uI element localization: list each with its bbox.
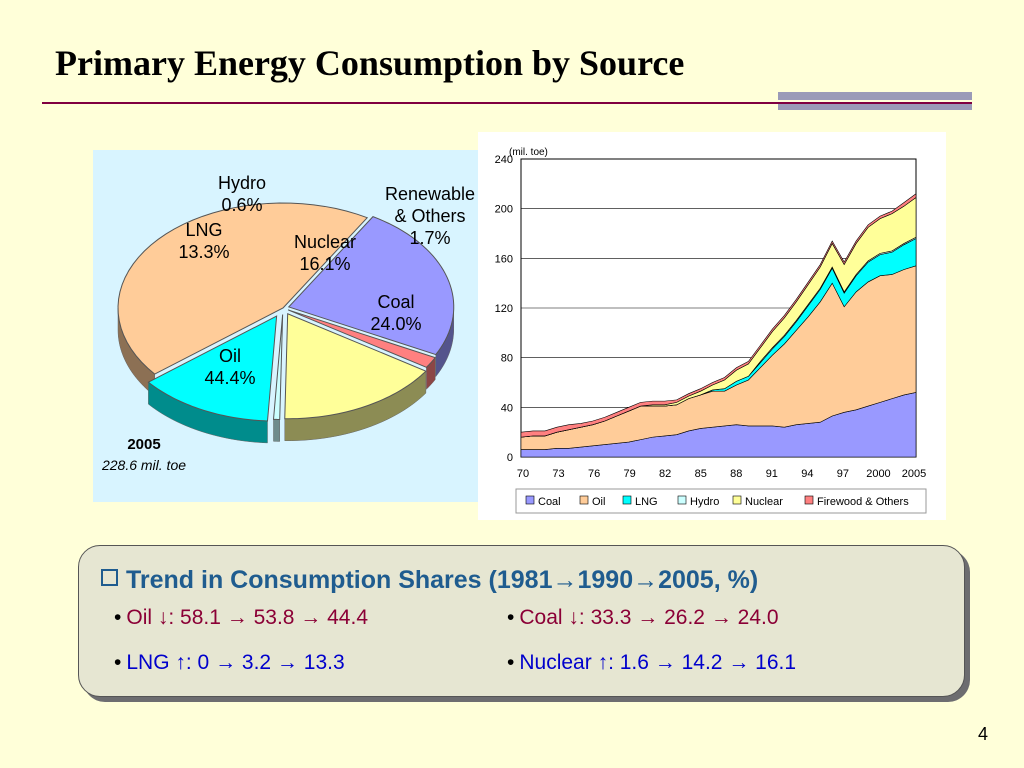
x-tick-label: 82 xyxy=(659,468,671,480)
x-tick-label: 85 xyxy=(695,468,707,480)
y-tick-label: 200 xyxy=(495,204,513,216)
trend-item-label: Coal xyxy=(519,606,563,629)
legend-swatch xyxy=(804,495,814,505)
trend-item-values: : 58.1 → 53.8 → 44.4 xyxy=(168,606,368,629)
pie-year-label: 2005 xyxy=(127,436,160,453)
y-tick-label: 120 xyxy=(495,303,513,315)
title-underline xyxy=(42,102,972,104)
trend-item-oil: • Oil ↓: 58.1 → 53.8 → 44.4 xyxy=(114,606,368,630)
legend-label: LNG xyxy=(635,496,658,508)
chart-legend: Coal Oil LNG Hydro Nuclear Firewood & Others xyxy=(515,488,927,514)
pie-slice-lng xyxy=(147,315,278,422)
pie-slice-nuclear xyxy=(284,313,427,420)
y-tick-label: 160 xyxy=(495,253,513,265)
x-tick-label: 91 xyxy=(766,468,778,480)
legend-swatch xyxy=(622,495,632,505)
legend-swatch xyxy=(677,495,687,505)
trend-item-lng: • LNG ↑: 0 → 3.2 → 13.3 xyxy=(114,651,345,675)
title-accent-bar-lower xyxy=(778,104,972,110)
x-tick-label: 76 xyxy=(588,468,600,480)
pie-label-hydro: Hydro 0.6% xyxy=(218,173,266,215)
trend-summary-box: Trend in Consumption Shares (1981→1990→2… xyxy=(78,545,965,697)
legend-label: Coal xyxy=(538,496,561,508)
x-tick-label: 70 xyxy=(517,468,529,480)
down-arrow-icon: ↓ xyxy=(568,606,579,629)
x-tick-label: 94 xyxy=(801,468,813,480)
pie-label-oil: Oil 44.4% xyxy=(204,346,255,388)
trend-item-label: LNG xyxy=(126,651,170,674)
trend-item-coal: • Coal ↓: 33.3 → 26.2 → 24.0 xyxy=(507,606,779,630)
x-tick-label: 2000 xyxy=(866,468,890,480)
pie-label-nuclear: Nuclear 16.1% xyxy=(294,232,356,274)
y-tick-label: 240 xyxy=(495,154,513,166)
stacked-area-chart: (mil. toe) 0 40 80 120 160 200 240 70 73 76 79 82 85… xyxy=(495,147,927,514)
page-number: 4 xyxy=(978,724,989,744)
trend-item-label: Nuclear xyxy=(519,651,592,674)
y-tick-label: 80 xyxy=(501,353,513,365)
x-tick-label: 88 xyxy=(730,468,742,480)
up-arrow-icon: ↑ xyxy=(597,651,609,674)
pie-slice-renewable-others xyxy=(288,309,437,368)
trend-title: Trend in Consumption Shares (1981→1990→2… xyxy=(101,566,758,595)
down-arrow-icon: ↓ xyxy=(157,606,169,629)
legend-swatch xyxy=(732,495,742,505)
pie-slice-oil xyxy=(117,202,369,375)
pie-label-coal: Coal 24.0% xyxy=(370,292,421,334)
bullet-icon: • xyxy=(507,606,515,629)
legend-label: Nuclear xyxy=(745,496,783,508)
y-tick-label: 40 xyxy=(501,402,513,414)
bullet-icon: • xyxy=(507,651,515,674)
x-tick-label: 2005 xyxy=(902,468,926,480)
pie-slice-hydro xyxy=(272,314,284,420)
pie-chart: Coal 24.0% Oil 44.4% LNG 13.3% Hydro 0.6% Nuclea… xyxy=(101,173,475,473)
slide-title: Primary Energy Consumption by Source xyxy=(55,43,685,83)
y-axis-unit-label: (mil. toe) xyxy=(509,147,548,158)
trend-title-text: Trend in Consumption Shares (1981→1990→2… xyxy=(126,566,759,594)
y-tick-label: 0 xyxy=(507,452,513,464)
trend-item-values: : 1.6 → 14.2 → 16.1 xyxy=(608,651,797,674)
pie-label-renewable-others: Renewable & Others 1.7% xyxy=(385,184,475,248)
area-series-firewood-others xyxy=(520,193,917,438)
trend-item-values: : 0 → 3.2 → 13.3 xyxy=(185,651,345,674)
pie-chart-panel: Coal 24.0% Oil 44.4% LNG 13.3% Hydro 0.6% Nuclea… xyxy=(93,150,481,502)
pie-label-lng: LNG 13.3% xyxy=(178,220,229,262)
up-arrow-icon: ↑ xyxy=(175,651,186,674)
legend-swatch xyxy=(579,495,589,505)
bullet-icon: • xyxy=(114,651,122,674)
bullet-icon: • xyxy=(114,606,122,629)
legend-swatch xyxy=(525,495,535,505)
area-chart-panel: (mil. toe) 0 40 80 120 160 200 240 70 73 76 79 82 85… xyxy=(478,132,946,520)
legend-label: Firewood & Others xyxy=(817,496,909,508)
pie-slice-side-hydro xyxy=(273,419,280,442)
x-tick-label: 97 xyxy=(837,468,849,480)
pie-total-label: 228.6 mil. toe xyxy=(101,457,186,473)
legend-label: Oil xyxy=(592,496,605,508)
trend-item-label: Oil xyxy=(126,606,153,629)
pie-slice-coal xyxy=(287,216,455,356)
x-tick-label: 79 xyxy=(624,468,636,480)
x-tick-label: 73 xyxy=(552,468,564,480)
title-accent-bar xyxy=(778,92,972,100)
trend-item-nuclear: • Nuclear ↑: 1.6 → 14.2 → 16.1 xyxy=(507,651,796,675)
checkbox-bullet-icon xyxy=(101,569,118,586)
trend-item-values: : 33.3 → 26.2 → 24.0 xyxy=(578,606,779,629)
legend-label: Hydro xyxy=(690,496,719,508)
